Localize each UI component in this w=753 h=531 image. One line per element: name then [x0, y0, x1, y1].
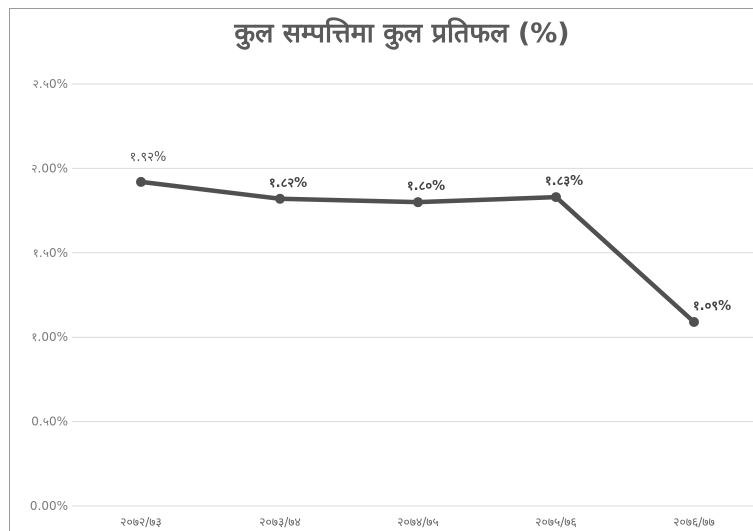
- y-tick-label: 0.५0%: [31, 415, 68, 429]
- data-point: [275, 193, 285, 204]
- data-point: [413, 197, 423, 208]
- data-label: १.८२%: [269, 176, 307, 191]
- x-tick-label: २०७५/७६: [535, 515, 576, 529]
- y-tick-label: २.00%: [31, 161, 68, 175]
- chart-title: कुल सम्पत्तिमा कुल प्रतिफल (%): [233, 17, 569, 50]
- data-label: १.०९%: [693, 299, 731, 314]
- data-label: १.८०%: [407, 179, 445, 194]
- data-label: १.८३%: [545, 174, 583, 189]
- y-tick-label: 0.00%: [30, 499, 68, 513]
- x-tick-label: २०७२/७३: [120, 515, 161, 529]
- data-labels: १.९२% १.८२% १.८०% १.८३% १.०९%: [130, 150, 732, 314]
- x-tick-label: २०७६/७७: [673, 515, 714, 529]
- y-axis: 0.00% 0.५0% १.00% १.५0% २.00% २.५0%: [30, 77, 68, 513]
- data-point: [551, 192, 561, 203]
- y-tick-label: १.५0%: [33, 246, 68, 260]
- data-point: [136, 176, 146, 187]
- y-tick-label: २.५0%: [33, 77, 68, 91]
- y-tick-label: १.00%: [31, 330, 68, 344]
- grid-lines: [72, 83, 753, 507]
- chart-frame: [9, 8, 753, 531]
- data-point: [689, 317, 699, 328]
- x-tick-label: २०७३/७४: [259, 515, 300, 529]
- series-group: [136, 176, 699, 328]
- x-axis: २०७२/७३ २०७३/७४ २०७४/७५ २०७५/७६ २०७६/७७: [120, 515, 714, 529]
- x-tick-label: २०७४/७५: [397, 515, 438, 529]
- data-label: १.९२%: [130, 150, 167, 165]
